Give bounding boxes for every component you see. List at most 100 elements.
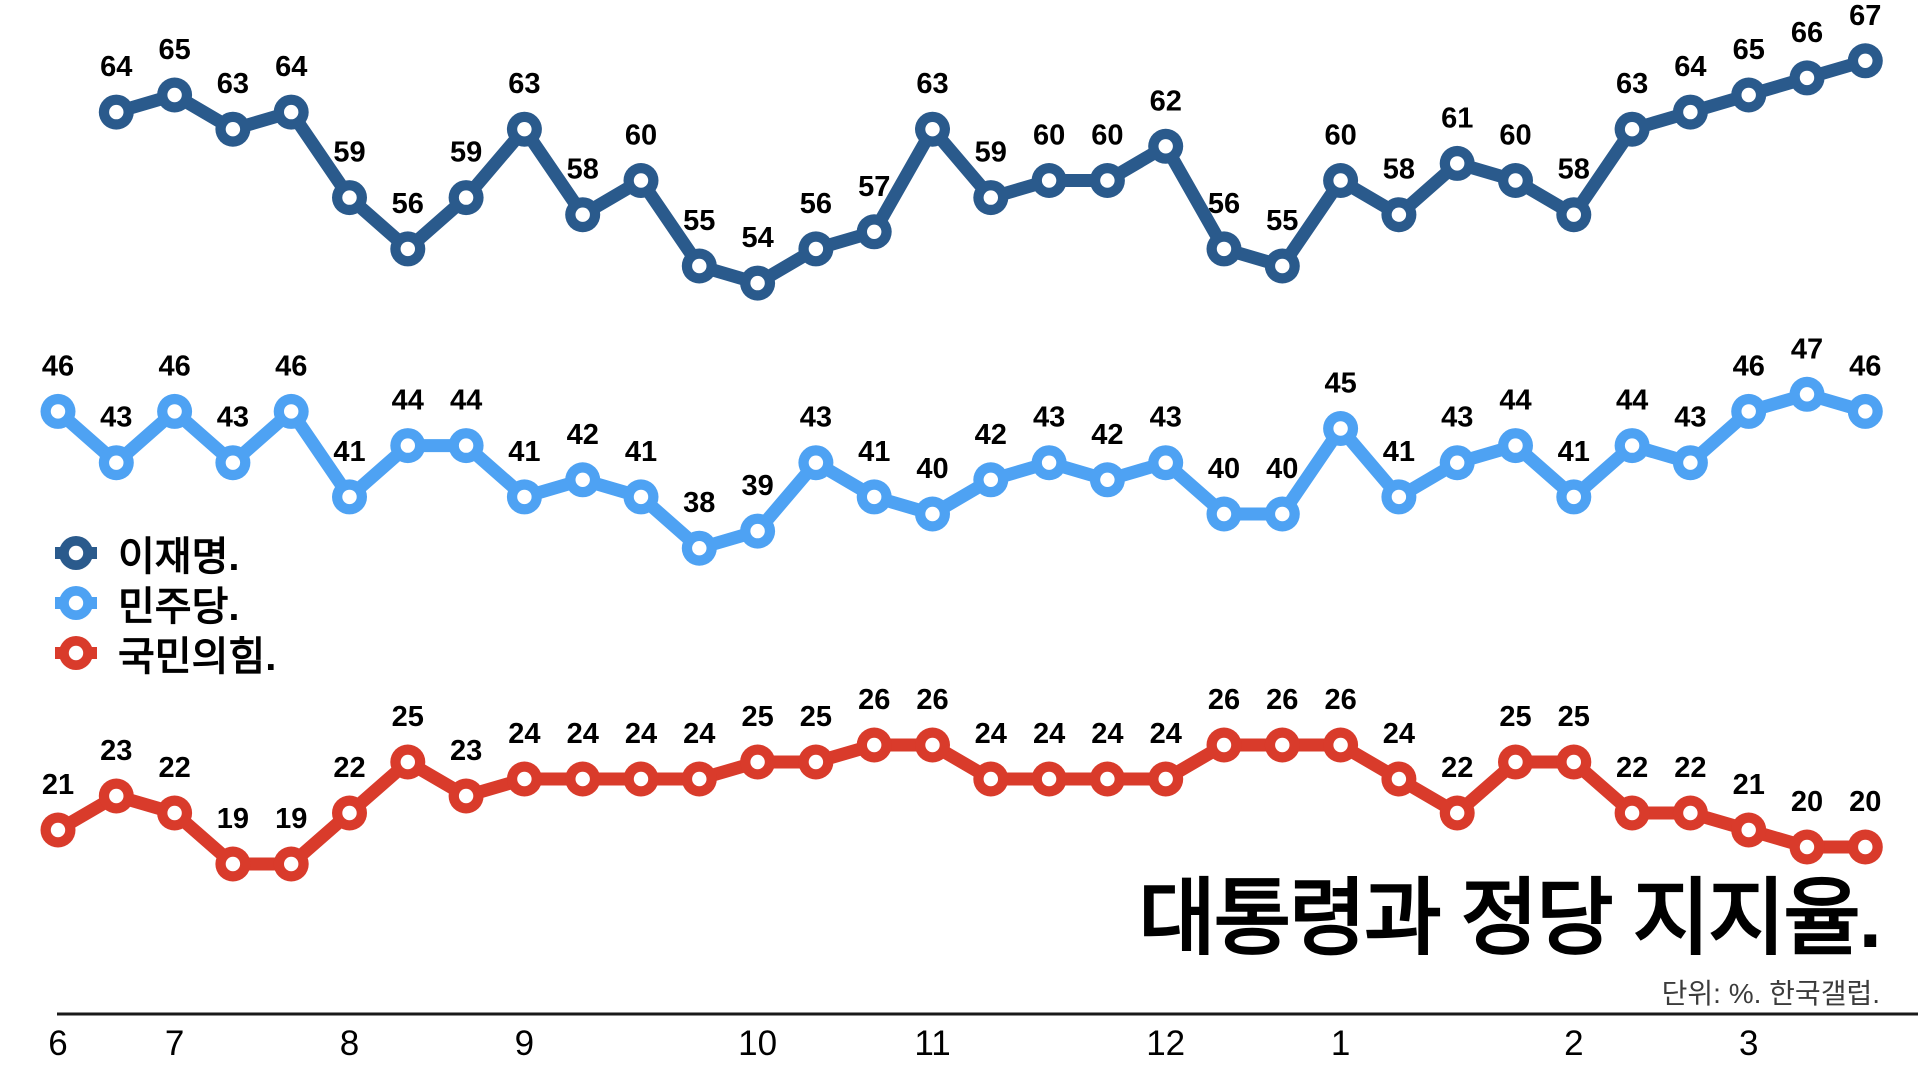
value-label-lee-jae-myung: 63 (508, 68, 540, 100)
data-point-hole (1100, 173, 1115, 188)
data-point-hole (633, 489, 649, 505)
legend-label: 민주당. (118, 585, 240, 629)
legend-item-people-power-party: 국민의힘. (54, 628, 276, 679)
data-point-hole (925, 737, 940, 753)
data-point-hole (1799, 839, 1815, 855)
value-label-people-power-party: 26 (1208, 684, 1240, 716)
legend-label: 이재명. (118, 535, 240, 579)
value-label-people-power-party: 24 (1091, 718, 1123, 750)
value-label-democratic-party: 46 (1733, 350, 1765, 382)
value-label-lee-jae-myung: 63 (1616, 68, 1648, 100)
value-label-democratic-party: 40 (1208, 453, 1240, 485)
data-point-hole (342, 805, 357, 821)
value-label-people-power-party: 24 (975, 718, 1007, 750)
value-label-lee-jae-myung: 63 (916, 68, 948, 100)
data-point-hole (1100, 472, 1115, 487)
value-label-democratic-party: 45 (1324, 368, 1356, 400)
data-point-hole (1391, 207, 1407, 222)
value-label-lee-jae-myung: 59 (450, 137, 482, 169)
x-tick-label: 3 (1739, 1024, 1758, 1063)
value-label-lee-jae-myung: 62 (1150, 85, 1182, 117)
value-label-lee-jae-myung: 59 (333, 137, 365, 169)
value-label-democratic-party: 46 (42, 350, 74, 382)
value-label-people-power-party: 26 (1324, 684, 1356, 716)
value-label-democratic-party: 44 (1499, 385, 1531, 417)
data-point-hole (692, 541, 707, 556)
data-point-hole (517, 122, 532, 137)
legend: 이재명. 민주당. 국민의힘. (54, 528, 276, 679)
data-point-hole (1858, 839, 1873, 855)
data-point-hole (109, 104, 124, 120)
data-point-hole (342, 190, 357, 205)
value-label-people-power-party: 25 (741, 701, 773, 733)
data-point-hole (400, 754, 415, 770)
value-label-democratic-party: 40 (916, 453, 948, 485)
value-label-lee-jae-myung: 56 (1208, 188, 1240, 220)
data-point-hole (1858, 404, 1873, 419)
value-label-lee-jae-myung: 67 (1849, 0, 1881, 32)
data-point-hole (750, 523, 765, 539)
value-label-people-power-party: 22 (1441, 752, 1473, 784)
value-label-people-power-party: 25 (392, 701, 424, 733)
value-label-democratic-party: 43 (800, 402, 832, 434)
value-label-lee-jae-myung: 60 (1499, 120, 1531, 152)
line-marker-icon (55, 536, 97, 570)
data-point-hole (400, 438, 415, 453)
data-point-hole (1683, 455, 1698, 470)
line-marker-icon (55, 586, 97, 620)
value-label-lee-jae-myung: 65 (158, 34, 190, 66)
data-point-hole (284, 856, 299, 872)
data-point-hole (458, 190, 474, 205)
data-point-hole (458, 438, 474, 453)
value-label-people-power-party: 25 (800, 701, 832, 733)
data-point-hole (1158, 455, 1173, 470)
value-label-democratic-party: 44 (392, 385, 424, 417)
data-point-hole (1450, 156, 1465, 171)
data-point-hole (1741, 87, 1756, 103)
value-label-democratic-party: 46 (1849, 350, 1881, 382)
data-point-hole (1508, 438, 1523, 453)
data-point-hole (1333, 737, 1348, 753)
data-point-hole (983, 190, 998, 205)
data-point-hole (1391, 771, 1407, 787)
line-marker-icon (55, 636, 97, 670)
data-point-hole (808, 241, 824, 257)
data-point-hole (1624, 805, 1640, 821)
value-label-people-power-party: 21 (42, 769, 74, 801)
data-point-hole (983, 771, 998, 787)
data-point-hole (1741, 404, 1756, 419)
value-label-lee-jae-myung: 59 (975, 137, 1007, 169)
value-label-democratic-party: 43 (1150, 402, 1182, 434)
data-point-hole (284, 404, 299, 419)
data-point-hole (458, 788, 474, 804)
x-tick-label: 7 (165, 1024, 184, 1063)
data-point-hole (633, 771, 649, 787)
value-label-people-power-party: 22 (1616, 752, 1648, 784)
data-point-hole (1683, 104, 1698, 120)
x-tick-label: 2 (1564, 1024, 1583, 1063)
value-label-lee-jae-myung: 61 (1441, 102, 1473, 134)
data-point-hole (167, 87, 182, 103)
value-label-people-power-party: 25 (1499, 701, 1531, 733)
value-label-lee-jae-myung: 64 (100, 51, 132, 83)
value-label-democratic-party: 41 (1558, 436, 1590, 468)
value-label-lee-jae-myung: 56 (800, 188, 832, 220)
value-label-people-power-party: 24 (508, 718, 540, 750)
data-point-hole (1566, 489, 1582, 505)
data-point-hole (1741, 822, 1756, 838)
data-point-hole (750, 275, 765, 291)
data-point-hole (1683, 805, 1698, 821)
series-line-democratic-party (51, 387, 1872, 555)
data-point-hole (1216, 506, 1232, 522)
data-point-hole (1158, 771, 1173, 787)
data-point-hole (1216, 241, 1232, 257)
value-label-people-power-party: 24 (683, 718, 715, 750)
data-point-hole (633, 173, 649, 188)
data-point-hole (50, 822, 66, 838)
value-label-people-power-party: 19 (217, 803, 249, 835)
data-point-hole (50, 404, 66, 419)
data-point-hole (1041, 455, 1057, 470)
value-label-lee-jae-myung: 65 (1733, 34, 1765, 66)
value-label-democratic-party: 43 (100, 402, 132, 434)
